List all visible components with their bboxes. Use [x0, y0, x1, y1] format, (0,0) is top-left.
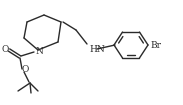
Text: Br: Br	[150, 41, 161, 51]
Text: O: O	[1, 45, 9, 54]
Text: HN: HN	[89, 45, 105, 54]
Text: N: N	[35, 47, 43, 56]
Text: O: O	[21, 66, 29, 75]
